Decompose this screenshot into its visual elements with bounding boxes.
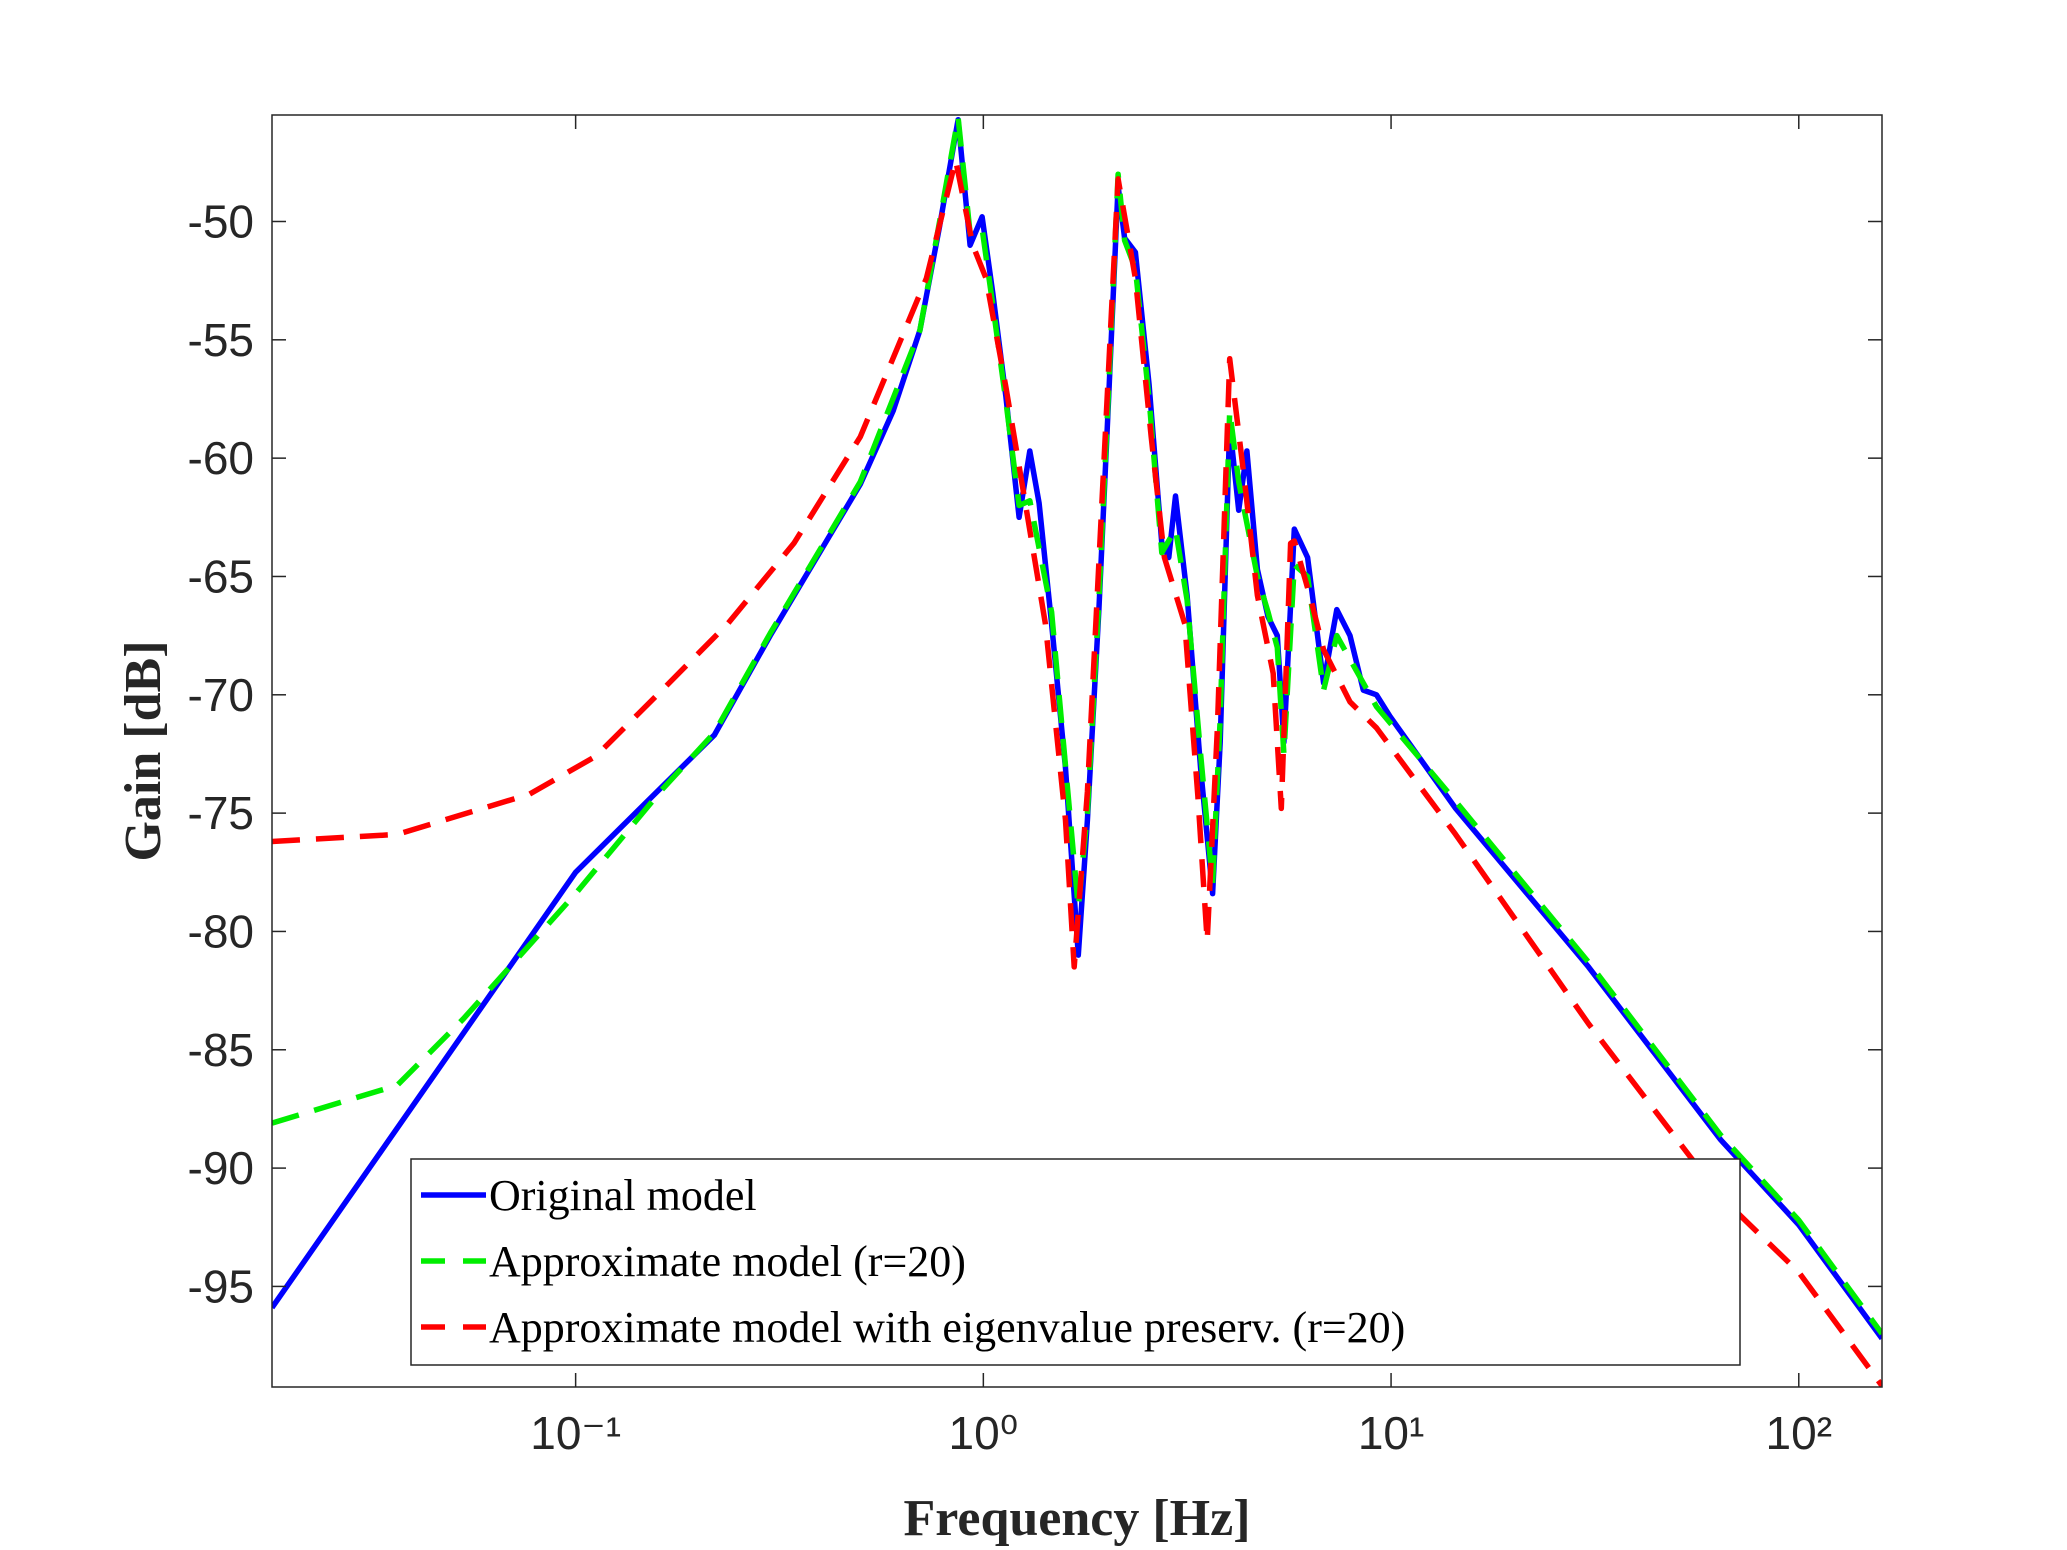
legend-label: Approximate model with eigenvalue preser… bbox=[489, 1303, 1405, 1352]
legend-box bbox=[410, 1158, 1741, 1366]
y-tick-label: -60 bbox=[188, 432, 254, 484]
legend-label: Original model bbox=[489, 1171, 757, 1220]
legend: Original model Approximate model (r=20) Ap… bbox=[410, 1158, 1741, 1366]
y-tick-label: -90 bbox=[188, 1142, 254, 1194]
legend-label: Approximate model (r=20) bbox=[489, 1237, 966, 1286]
plot-content bbox=[272, 115, 1882, 1387]
y-tick-label: -70 bbox=[188, 669, 254, 721]
x-tick-label: 10⁻¹ bbox=[530, 1407, 621, 1459]
x-tick-label: 10² bbox=[1766, 1407, 1832, 1459]
y-tick-label: -80 bbox=[188, 905, 254, 957]
y-axis-label: Gain [dB] bbox=[115, 640, 172, 861]
y-tick-label: -50 bbox=[188, 195, 254, 247]
series-line bbox=[272, 157, 1882, 1387]
x-tick-label: 10⁰ bbox=[949, 1407, 1019, 1459]
x-tick-label: 10¹ bbox=[1358, 1407, 1424, 1459]
x-axis-label: Frequency [Hz] bbox=[903, 1490, 1250, 1547]
y-tick-label: -75 bbox=[188, 787, 254, 839]
y-tick-label: -55 bbox=[188, 314, 254, 366]
plot-frame bbox=[271, 114, 1883, 1388]
y-tick-label: -95 bbox=[188, 1260, 254, 1312]
y-tick-label: -65 bbox=[188, 550, 254, 602]
y-tick-label: -85 bbox=[188, 1024, 254, 1076]
